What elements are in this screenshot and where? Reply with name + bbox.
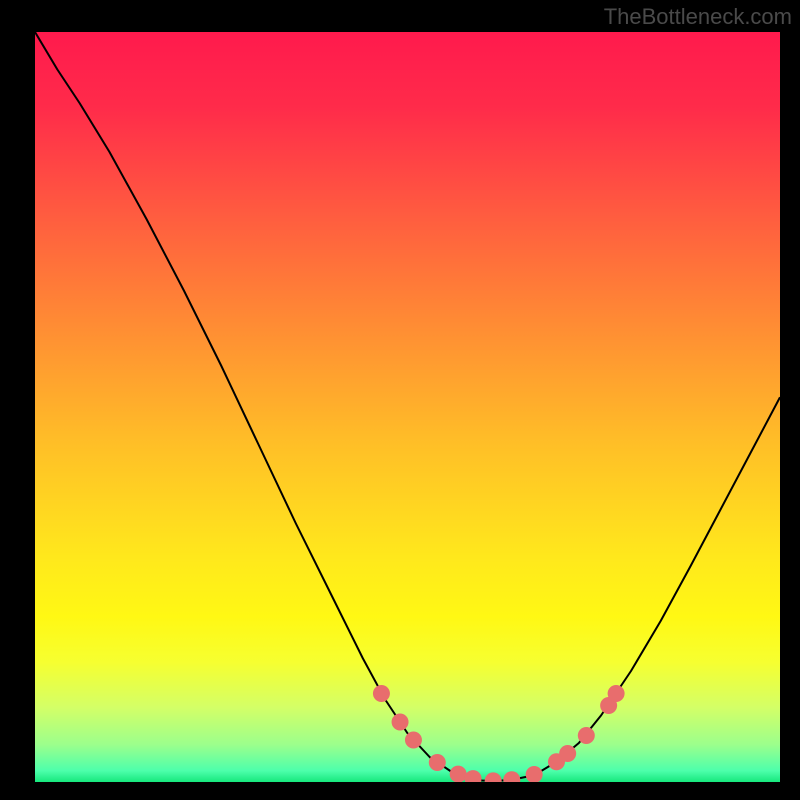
chart-background [35, 32, 780, 782]
plot-area [35, 32, 780, 782]
data-marker [429, 754, 446, 771]
data-marker [559, 745, 576, 762]
data-marker [405, 732, 422, 749]
data-marker [608, 685, 625, 702]
chart-svg [35, 32, 780, 782]
data-marker [373, 685, 390, 702]
attribution-text: TheBottleneck.com [604, 4, 792, 30]
data-marker [392, 714, 409, 731]
chart-container: TheBottleneck.com [0, 0, 800, 800]
data-marker [450, 766, 467, 782]
data-marker [578, 727, 595, 744]
